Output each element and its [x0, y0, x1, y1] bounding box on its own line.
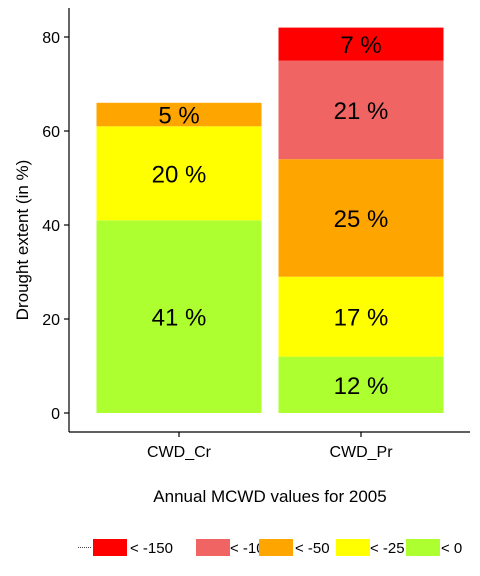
- legend-swatch: [196, 539, 230, 556]
- y-tick-label: 60: [42, 124, 60, 141]
- legend: < -150 < -100 < -50 < -25 < 0: [78, 539, 462, 557]
- bar-segment: [96, 102, 262, 127]
- x-tick-label: CWD_Cr: [147, 444, 212, 461]
- y-tick-label: 80: [42, 30, 60, 47]
- legend-swatch: [259, 539, 293, 556]
- legend-swatch: [336, 539, 370, 556]
- y-axis-title: Drought extent (in %): [13, 160, 32, 321]
- segment-label: 21 %: [334, 98, 389, 125]
- y-tick-label: 20: [42, 312, 60, 329]
- legend-swatch: [93, 539, 127, 556]
- bar-segment: [96, 126, 262, 221]
- bar-segment: [278, 159, 444, 277]
- segment-label: 12 %: [334, 373, 389, 400]
- y-tick-label: 0: [51, 406, 60, 423]
- bar-segment: [96, 220, 262, 413]
- segment-label: 41 %: [152, 305, 207, 332]
- legend-label: < 0: [441, 540, 462, 557]
- y-tick-label: 40: [42, 218, 60, 235]
- bar-segment: [278, 60, 444, 160]
- segment-label: 25 %: [334, 206, 389, 233]
- x-tick-label: CWD_Pr: [329, 444, 393, 461]
- legend-swatch: [406, 539, 440, 556]
- bar-segment: [278, 27, 444, 61]
- bar-segment: [278, 356, 444, 413]
- segment-label: 5 %: [158, 103, 199, 130]
- bar-segment: [278, 276, 444, 357]
- x-axis: CWD_Cr CWD_Pr: [69, 431, 470, 461]
- segment-label: 20 %: [152, 161, 207, 188]
- segment-labels: 41 % 20 % 5 % 12 % 17 % 25 % 21 % 7 %: [152, 32, 389, 400]
- x-axis-title: Annual MCWD values for 2005: [153, 487, 386, 506]
- segment-label: 17 %: [334, 305, 389, 332]
- legend-label: < -50: [295, 540, 330, 557]
- segment-label: 7 %: [340, 32, 381, 59]
- legend-label: < -25: [370, 540, 405, 557]
- y-axis: 0 20 40 60 80: [42, 8, 70, 432]
- bar-stacks: [96, 27, 444, 413]
- legend-label: < -150: [130, 540, 173, 557]
